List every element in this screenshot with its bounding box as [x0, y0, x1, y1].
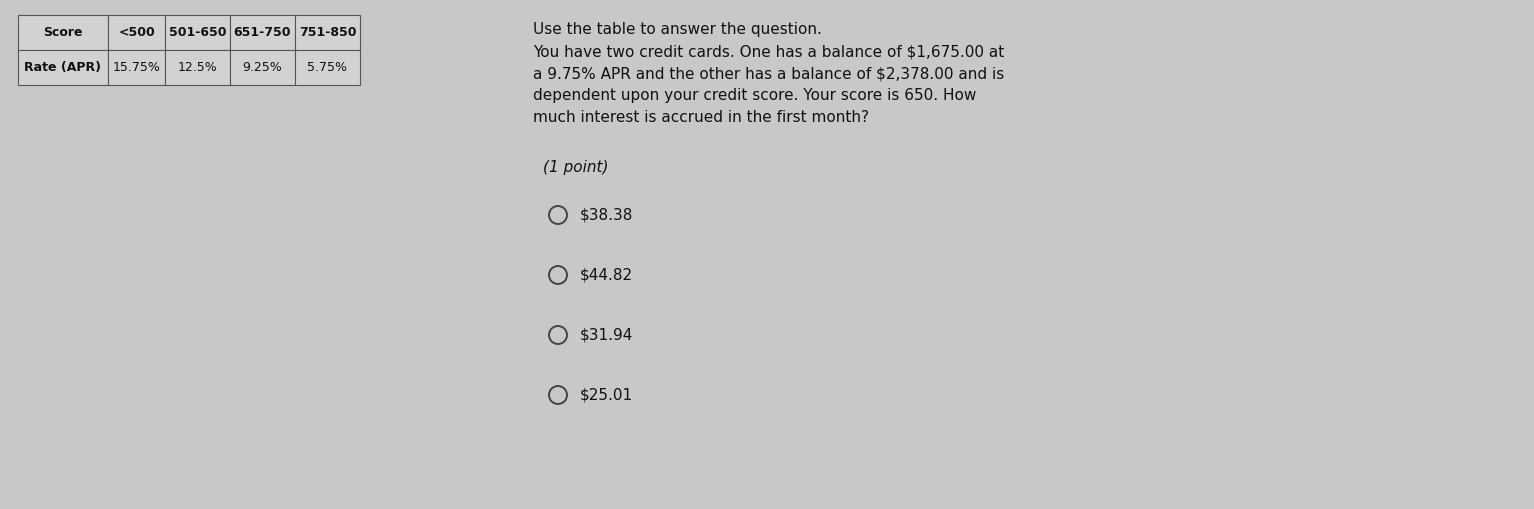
Bar [295, 15, 360, 50]
Bar [295, 50, 360, 85]
Text: 651-750: 651-750 [233, 26, 291, 39]
Text: (1 point): (1 point) [543, 160, 609, 175]
Text: Rate (APR): Rate (APR) [25, 61, 101, 74]
Bar [230, 15, 295, 50]
Text: a 9.75% APR and the other has a balance of $2,378.00 and is: a 9.75% APR and the other has a balance … [532, 66, 1005, 81]
Text: 751-850: 751-850 [299, 26, 356, 39]
Text: Use the table to answer the question.: Use the table to answer the question. [532, 22, 822, 37]
Text: 5.75%: 5.75% [307, 61, 348, 74]
Text: Score: Score [43, 26, 83, 39]
Text: 12.5%: 12.5% [178, 61, 218, 74]
Text: $44.82: $44.82 [580, 268, 634, 282]
Text: 9.25%: 9.25% [242, 61, 282, 74]
Bar [18, 50, 107, 85]
Bar [166, 15, 230, 50]
Text: 15.75%: 15.75% [112, 61, 161, 74]
Bar [230, 50, 295, 85]
Bar [18, 15, 107, 50]
Text: $25.01: $25.01 [580, 387, 634, 403]
Text: $38.38: $38.38 [580, 208, 634, 222]
Text: dependent upon your credit score. Your score is 650. How: dependent upon your credit score. Your s… [532, 88, 976, 103]
Bar [166, 50, 230, 85]
Text: much interest is accrued in the first month?: much interest is accrued in the first mo… [532, 110, 868, 125]
Bar [107, 15, 166, 50]
Text: $31.94: $31.94 [580, 327, 634, 343]
Text: <500: <500 [118, 26, 155, 39]
Text: You have two credit cards. One has a balance of $1,675.00 at: You have two credit cards. One has a bal… [532, 44, 1005, 59]
Text: 501-650: 501-650 [169, 26, 225, 39]
Bar [107, 50, 166, 85]
